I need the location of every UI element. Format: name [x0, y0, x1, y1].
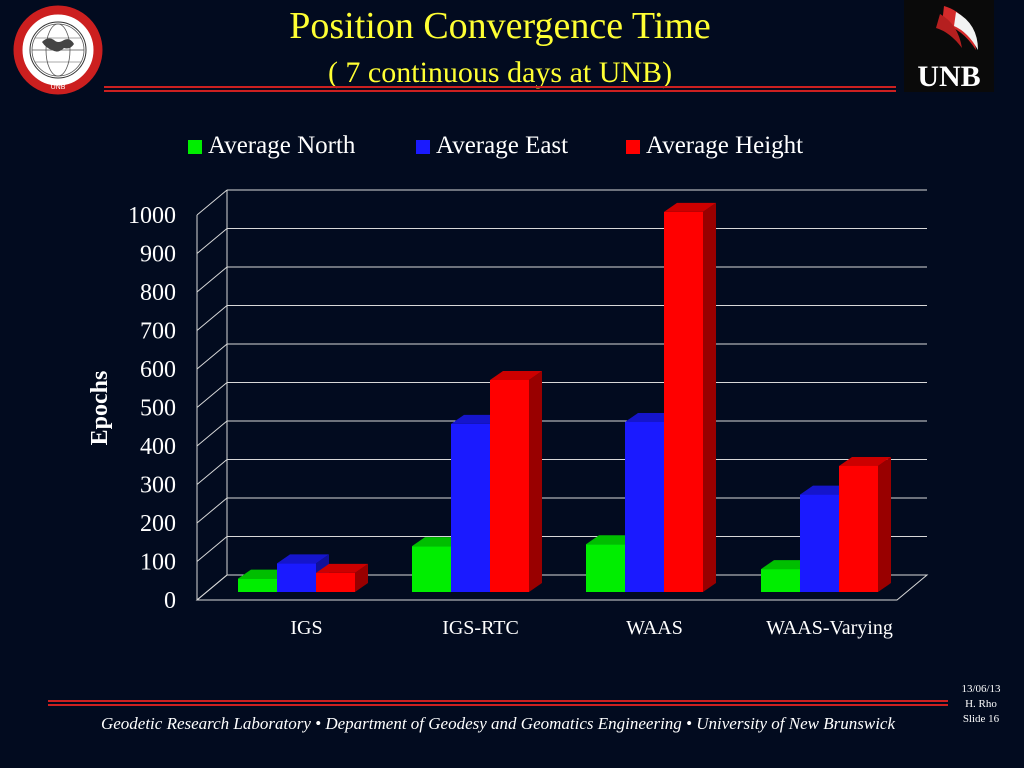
bar-side — [878, 456, 891, 592]
slide-author: H. Rho — [965, 698, 997, 710]
y-tick-label: 800 — [140, 280, 176, 306]
x-tick-label: WAAS-Varying — [766, 617, 893, 639]
y-tick-label: 600 — [140, 357, 176, 383]
bar-top — [839, 456, 891, 466]
gridline-diagonal — [196, 420, 228, 447]
chart-floor — [195, 574, 929, 601]
bar-front — [316, 572, 355, 592]
gridline-diagonal — [196, 382, 228, 408]
chart-bars — [238, 202, 891, 592]
y-tick-label: 0 — [164, 588, 176, 614]
gridline-diagonal — [196, 497, 228, 524]
svg-text:UNB: UNB — [51, 84, 66, 91]
legend-swatch-north — [188, 140, 202, 154]
bar-front — [625, 422, 664, 592]
footer-divider — [48, 700, 948, 706]
unb-logo-text: UNB — [917, 60, 980, 92]
gridline-diagonal — [196, 536, 228, 562]
x-tick-label: IGS — [290, 617, 322, 639]
x-axis-labels: IGS IGS-RTC WAAS WAAS-Varying — [290, 617, 892, 639]
y-tick-label: 1000 — [128, 203, 176, 229]
bar-front — [664, 211, 703, 592]
gridline-diagonal — [196, 305, 228, 331]
legend-label-east: Average East — [436, 132, 569, 159]
footer-text: Geodetic Research Laboratory • Departmen… — [100, 714, 896, 733]
y-tick-label: 200 — [140, 511, 176, 537]
bar-front — [238, 578, 277, 592]
y-tick-label: 100 — [140, 550, 176, 576]
y-tick-label: 300 — [140, 473, 176, 499]
bar-waas-average-height — [664, 202, 716, 592]
legend-swatch-east — [416, 140, 430, 154]
header-divider — [104, 86, 896, 92]
y-tick-label: 700 — [140, 319, 176, 345]
x-tick-label: IGS-RTC — [442, 617, 519, 639]
bar-waas-varying-average-height — [839, 456, 891, 592]
gridline-diagonal — [196, 189, 228, 216]
y-tick-label: 400 — [140, 434, 176, 460]
legend-label-height: Average Height — [646, 132, 804, 159]
gridline-diagonal — [196, 266, 228, 293]
bar-front — [586, 544, 625, 592]
bar-front — [761, 569, 800, 592]
slide-subtitle: ( 7 continuous days at UNB) — [327, 56, 673, 89]
x-tick-label: WAAS — [626, 617, 683, 639]
bar-front — [451, 423, 490, 592]
bar-side — [529, 370, 542, 592]
gridline-diagonal — [196, 228, 228, 254]
bar-top — [664, 202, 716, 212]
legend-label-north: Average North — [208, 132, 356, 159]
legend-swatch-height — [626, 140, 640, 154]
bar-front — [412, 546, 451, 592]
y-axis-ticks: 0 100 200 300 400 500 600 700 800 900 1000 — [128, 203, 176, 614]
bar-top — [316, 563, 368, 573]
y-tick-label: 500 — [140, 396, 176, 422]
bar-top — [277, 554, 329, 564]
unb-logo: UNB — [904, 0, 994, 92]
bar-front — [839, 465, 878, 592]
y-axis-label: Epochs — [87, 371, 113, 446]
bar-igs-average-height — [316, 563, 368, 592]
bar-front — [490, 379, 529, 592]
slide-date: 13/06/13 — [961, 683, 1001, 695]
slide-number: Slide 16 — [962, 713, 1000, 725]
slide-info: 13/06/13 H. Rho Slide 16 — [946, 682, 1016, 727]
chart-legend: Average North Average East Average Heigh… — [0, 132, 1024, 162]
geodesy-engineering-logo: UNB — [13, 5, 103, 95]
bar-front — [800, 494, 839, 592]
y-tick-label: 900 — [140, 242, 176, 268]
bar-igs-rtc-average-height — [490, 370, 542, 592]
slide-title: Position Convergence Time — [289, 5, 711, 47]
gridline-diagonal — [196, 343, 228, 370]
bar-front — [277, 563, 316, 592]
bar-side — [355, 563, 368, 592]
gridline-diagonal — [196, 459, 228, 485]
bar-top — [490, 370, 542, 380]
bar-side — [703, 202, 716, 592]
